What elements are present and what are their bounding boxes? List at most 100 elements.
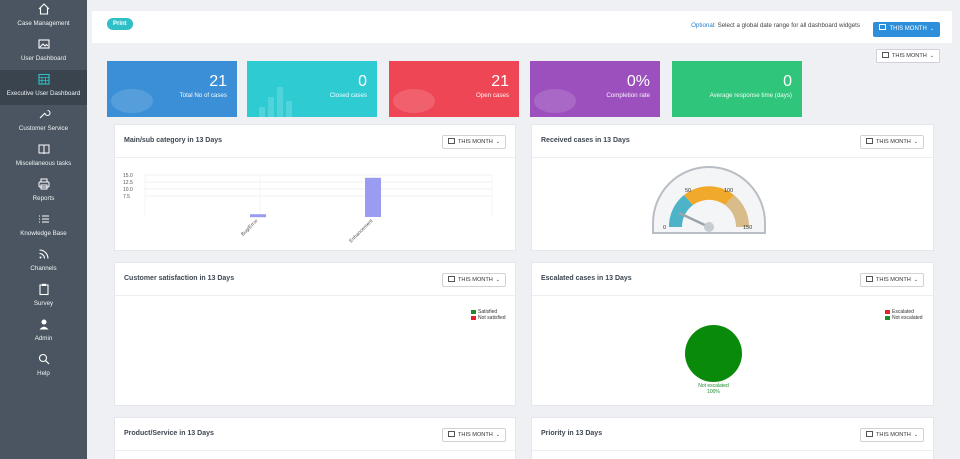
range-label: THIS MONTH — [875, 277, 911, 283]
widget-header: Main/sub category in 13 Days THIS MONTH ⌄ — [115, 125, 515, 158]
sidebar-item-customer-service[interactable]: Customer Service — [0, 105, 87, 140]
chevron-down-icon: ⌄ — [495, 139, 500, 145]
range-label: THIS MONTH — [891, 53, 927, 59]
bar-bug-error[interactable] — [250, 214, 266, 218]
escalated-pie[interactable] — [685, 325, 742, 382]
print-button[interactable]: Print — [107, 18, 133, 30]
widget-date-range-button[interactable]: THIS MONTH ⌄ — [441, 273, 506, 287]
decor-shape — [111, 89, 153, 113]
legend-item[interactable]: Satisfied — [471, 309, 506, 315]
legend-swatch — [471, 309, 476, 314]
legend-label: Not satisfied — [478, 315, 506, 321]
stat-label: Average response time (days) — [709, 92, 792, 99]
decor-shape — [393, 89, 435, 113]
stat-value: 21 — [209, 73, 227, 90]
calendar-icon — [447, 137, 455, 144]
widget-date-range-button[interactable]: THIS MONTH ⌄ — [441, 135, 506, 149]
calendar-icon — [447, 275, 455, 282]
widget-title: Received cases in 13 Days — [541, 137, 630, 144]
home-icon — [36, 2, 52, 16]
stat-open-cases[interactable]: 21 Open cases — [389, 61, 519, 117]
gauge-hub — [704, 222, 714, 232]
stat-label: Open cases — [475, 92, 509, 99]
widget-main-sub-category: Main/sub category in 13 Days THIS MONTH ⌄… — [114, 124, 516, 251]
y-tick-label: 15.0 — [123, 173, 133, 179]
chevron-down-icon: ⌄ — [913, 139, 918, 145]
calendar-icon — [865, 137, 873, 144]
widget-header: Escalated cases in 13 Days THIS MONTH ⌄ — [532, 263, 933, 296]
stat-label: Total No of cases — [179, 92, 227, 99]
legend-label: Satisfied — [478, 309, 498, 315]
sidebar-item-miscellaneous-tasks[interactable]: Miscellaneous tasks — [0, 140, 87, 175]
sidebar-item-help[interactable]: Help — [0, 350, 87, 385]
stat-closed-cases[interactable]: 0 Closed cases — [247, 61, 377, 117]
widget-date-range-button[interactable]: THIS MONTH ⌄ — [859, 273, 924, 287]
y-tick-label: 12.5 — [123, 180, 133, 186]
sidebar-item-label: Knowledge Base — [20, 230, 67, 237]
sidebar-item-knowledge-base[interactable]: Knowledge Base — [0, 210, 87, 245]
printer-icon — [36, 177, 52, 191]
widget-title: Customer satisfaction in 13 Days — [124, 275, 235, 282]
legend-item[interactable]: Escalated — [885, 309, 923, 315]
global-date-range-button[interactable]: THIS MONTH ⌄ — [873, 22, 940, 37]
pie-slice-name: Not escalated — [698, 383, 729, 389]
range-label: THIS MONTH — [875, 432, 911, 438]
stats-date-range-button[interactable]: THIS MONTH ⌄ — [875, 49, 940, 63]
widget-date-range-button[interactable]: THIS MONTH ⌄ — [859, 135, 924, 149]
legend-item[interactable]: Not escalated — [885, 315, 923, 321]
chevron-down-icon: ⌄ — [929, 26, 934, 32]
widget-title: Main/sub category in 13 Days — [124, 137, 223, 144]
range-label: THIS MONTH — [457, 139, 493, 145]
gauge-tick-label: 0 — [663, 225, 666, 231]
sidebar-item-survey[interactable]: Survey — [0, 280, 87, 315]
sidebar-item-label: Help — [37, 370, 50, 377]
calendar-icon — [865, 430, 873, 437]
satisfaction-legend: Satisfied Not satisfied — [471, 309, 506, 321]
stat-completion-rate[interactable]: 0% Completion rate — [530, 61, 660, 117]
stat-avg-response-time[interactable]: 0 Average response time (days) — [672, 61, 802, 117]
pie-slice-pct: 100% — [707, 389, 720, 395]
sidebar-item-label: Customer Service — [18, 125, 69, 132]
sidebar-item-label: Reports — [32, 195, 55, 202]
sidebar-item-label: Miscellaneous tasks — [15, 160, 72, 167]
bar-enhancement[interactable] — [365, 177, 381, 217]
calendar-grid-icon — [36, 72, 52, 86]
legend-item[interactable]: Not satisfied — [471, 315, 506, 321]
stat-total-cases[interactable]: 21 Total No of cases — [107, 61, 237, 117]
sidebar-item-channels[interactable]: Channels — [0, 245, 87, 280]
sidebar-item-label: Admin — [34, 335, 53, 342]
chevron-down-icon: ⌄ — [495, 432, 500, 438]
main-content: Print Optional: Select a global date ran… — [92, 0, 960, 459]
widget-received-cases: Received cases in 13 Days THIS MONTH ⌄ 0 … — [531, 124, 934, 251]
sidebar-item-executive-user-dashboard[interactable]: Executive User Dashboard — [0, 70, 87, 105]
optional-prefix: Optional: — [691, 22, 716, 29]
gauge-band-mid — [684, 186, 734, 205]
widget-title: Escalated cases in 13 Days — [541, 275, 632, 282]
received-cases-gauge: 0 50 100 150 — [652, 166, 766, 234]
calendar-icon — [881, 51, 889, 58]
sidebar-item-user-dashboard[interactable]: User Dashboard — [0, 35, 87, 70]
y-tick-label: 10.0 — [123, 187, 133, 193]
gauge-needle — [678, 212, 711, 229]
widget-priority: Priority in 13 Days THIS MONTH ⌄ — [531, 417, 934, 459]
sidebar-item-case-management[interactable]: Case Management — [0, 0, 87, 35]
book-icon — [36, 142, 52, 156]
widget-title: Product/Service in 13 Days — [124, 430, 214, 437]
wrench-icon — [36, 107, 52, 121]
escalated-legend: Escalated Not escalated — [885, 309, 923, 321]
widget-date-range-button[interactable]: THIS MONTH ⌄ — [859, 428, 924, 442]
chevron-down-icon: ⌄ — [913, 277, 918, 283]
sidebar-item-label: Executive User Dashboard — [6, 90, 81, 97]
widget-escalated-cases: Escalated cases in 13 Days THIS MONTH ⌄ E… — [531, 262, 934, 406]
gauge-tick-label: 150 — [743, 225, 752, 231]
sidebar-item-label: Case Management — [17, 20, 70, 27]
widget-customer-satisfaction: Customer satisfaction in 13 Days THIS MO… — [114, 262, 516, 406]
widget-header: Received cases in 13 Days THIS MONTH ⌄ — [532, 125, 933, 158]
widget-product-service: Product/Service in 13 Days THIS MONTH ⌄ — [114, 417, 516, 459]
sidebar-item-admin[interactable]: Admin — [0, 315, 87, 350]
sidebar-item-label: User Dashboard — [20, 55, 67, 62]
sidebar: Case Management User Dashboard Executive… — [0, 0, 87, 459]
widget-title: Priority in 13 Days — [541, 430, 603, 437]
sidebar-item-reports[interactable]: Reports — [0, 175, 87, 210]
widget-date-range-button[interactable]: THIS MONTH ⌄ — [441, 428, 506, 442]
